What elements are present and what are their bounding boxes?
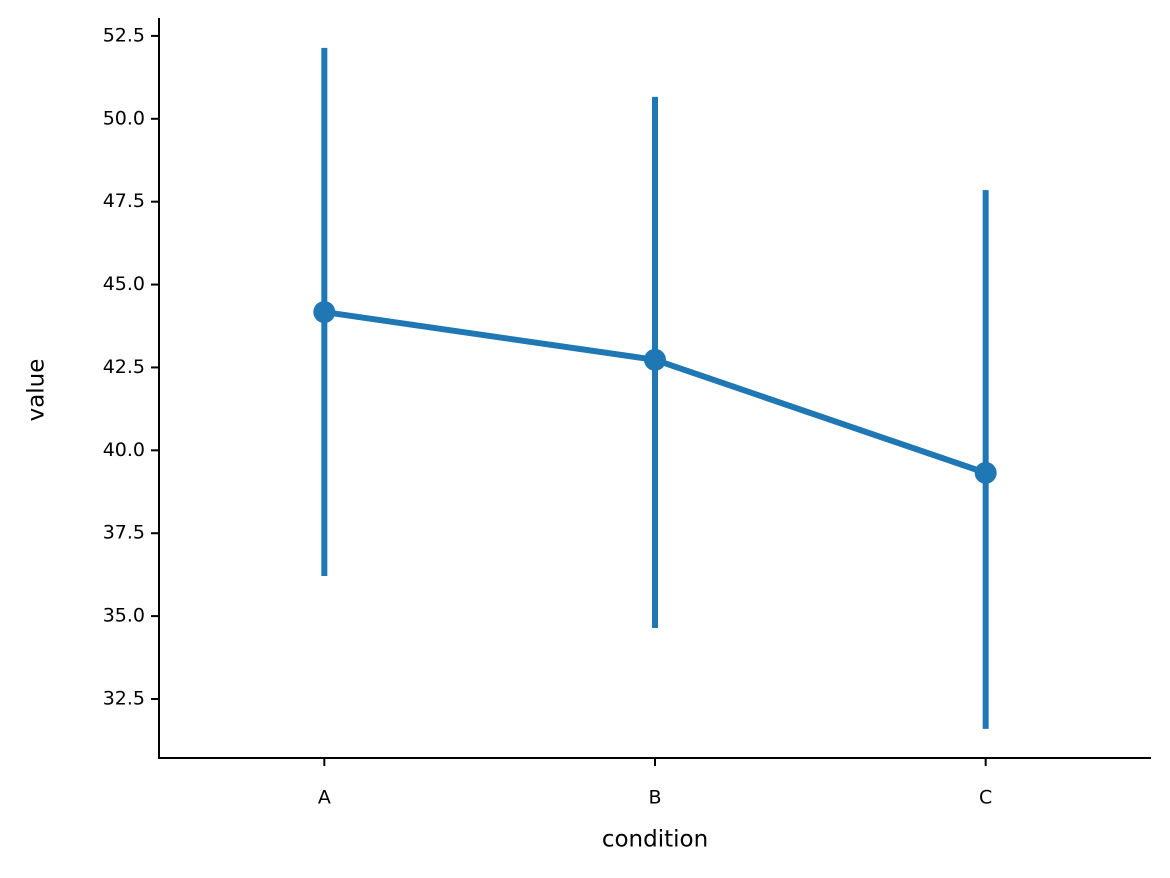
y-tick-label: 35.0 xyxy=(103,605,145,627)
point xyxy=(644,348,666,371)
y-axis-label: value xyxy=(24,359,50,422)
x-tick-label: C xyxy=(979,787,992,809)
y-tick-label: 45.0 xyxy=(103,273,145,295)
point xyxy=(974,461,997,484)
x-axis-label: condition xyxy=(602,827,708,853)
y-tick-label: 47.5 xyxy=(103,190,145,212)
x-tick-label: B xyxy=(648,787,661,809)
y-tick-label: 37.5 xyxy=(103,522,145,544)
point xyxy=(313,301,336,324)
y-tick-label: 32.5 xyxy=(103,687,145,709)
x-tick-label: A xyxy=(318,787,331,809)
y-tick-label: 40.0 xyxy=(103,439,145,461)
y-tick-label: 50.0 xyxy=(103,107,145,129)
y-tick-label: 52.5 xyxy=(103,24,145,46)
y-tick-label: 42.5 xyxy=(103,356,145,378)
